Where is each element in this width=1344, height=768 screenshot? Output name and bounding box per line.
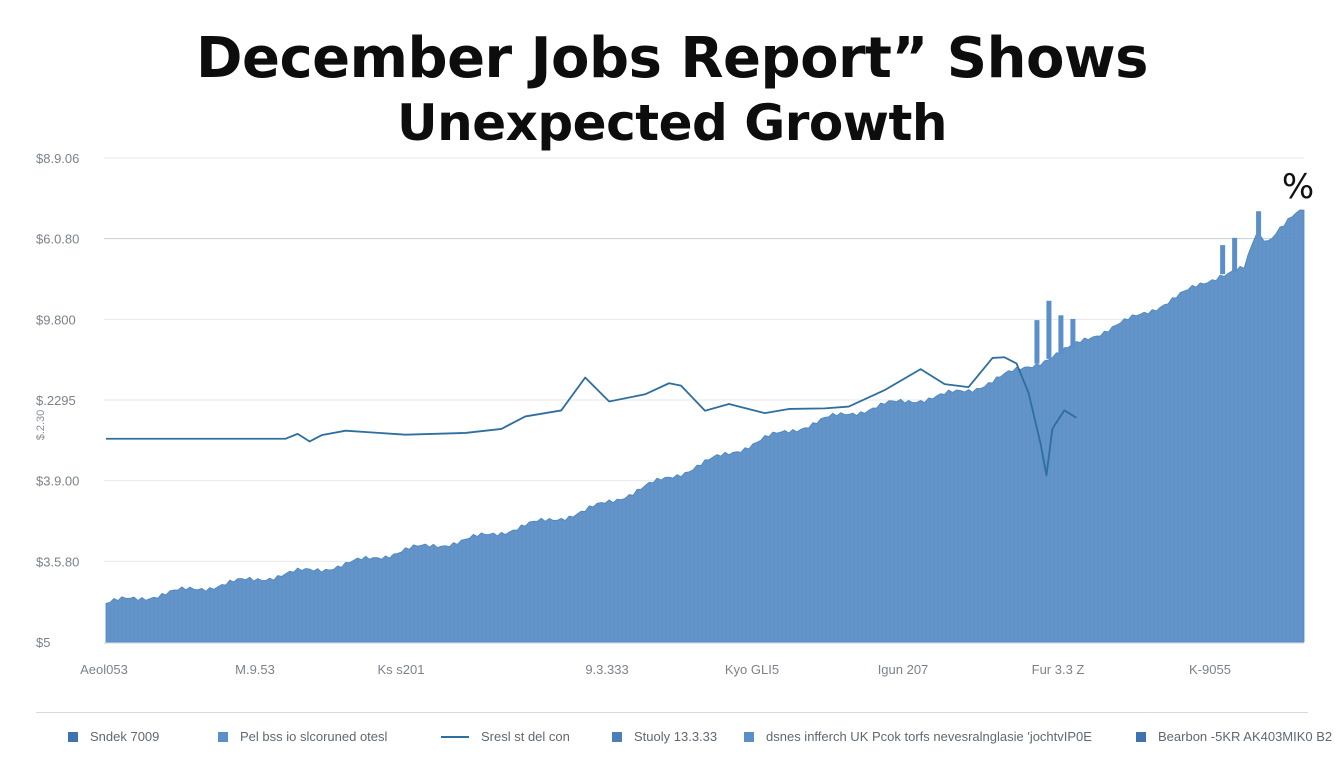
area-spike — [1046, 300, 1052, 359]
series-line — [106, 356, 1077, 477]
chart-title-line1: December Jobs Report” Shows — [196, 26, 1148, 91]
legend-item: dsnes infferch UK Pcok torfs nevesralngl… — [744, 729, 1092, 744]
x-tick-label: Kyo GLI5 — [725, 662, 779, 677]
chart-title-line2: Unexpected Growth — [397, 94, 947, 152]
legend-square-swatch — [612, 731, 622, 742]
legend-item: Pel bss io slcoruned otesl — [218, 729, 387, 744]
area-spike — [1070, 318, 1076, 348]
chart-area: $8.9.06 $6.0.80 $9.800 $.2295 $3.9.00 $3.5.80… — [35, 151, 1314, 677]
legend-label: Sresl st del con — [481, 729, 570, 744]
percent-mark: % — [1282, 167, 1314, 207]
x-tick-label: Ks s201 — [378, 662, 425, 677]
area-spike — [1058, 315, 1064, 355]
x-tick-label: M.9.53 — [235, 662, 275, 677]
legend-square-swatch — [1136, 731, 1146, 742]
y-tick-label: $3.5.80 — [36, 554, 79, 569]
y-axis-side-label: $.2.30 — [35, 410, 47, 441]
legend-label: Bearbon -5KR AK403MIK0 B2 — [1158, 729, 1333, 744]
y-tick-label: $5 — [36, 635, 50, 650]
legend-label: Stuoly 13.3.33 — [634, 729, 718, 744]
legend-square-swatch — [218, 731, 228, 742]
x-tick-label: K-9055 — [1189, 662, 1231, 677]
legend-square-swatch — [68, 731, 78, 742]
legend-label: dsnes infferch UK Pcok torfs nevesralngl… — [766, 729, 1092, 744]
legend-item: Sndek 7009 — [68, 729, 159, 744]
area-spike — [1256, 211, 1262, 236]
legend-item: Bearbon -5KR AK403MIK0 B2 — [1136, 729, 1332, 744]
x-tick-label: Aeol053 — [80, 662, 128, 677]
y-tick-label: $8.9.06 — [36, 151, 79, 166]
x-tick-label: Igun 207 — [878, 662, 929, 677]
legend-label: Pel bss io slcoruned otesl — [240, 729, 388, 744]
area-spike — [1232, 237, 1238, 272]
legend-line-swatch — [441, 735, 469, 738]
area-spike — [1220, 245, 1226, 275]
y-tick-label: $.2295 — [36, 393, 76, 408]
chart-legend: Sndek 7009 Pel bss io slcoruned otesl Sres… — [36, 712, 1332, 763]
legend-label: Sndek 7009 — [90, 729, 160, 744]
legend-item: Stuoly 13.3.33 — [612, 729, 717, 744]
series-area — [105, 209, 1305, 643]
x-tick-label: Fur 3.3 Z — [1032, 662, 1085, 677]
legend-item: Sresl st del con — [441, 729, 570, 744]
x-tick-label: 9.3.333 — [585, 662, 628, 677]
y-tick-label: $6.0.80 — [36, 232, 79, 247]
area-spike — [1034, 320, 1040, 364]
legend-square-swatch — [744, 731, 754, 742]
y-tick-label: $9.800 — [36, 312, 76, 327]
y-tick-label: $3.9.00 — [36, 474, 79, 489]
